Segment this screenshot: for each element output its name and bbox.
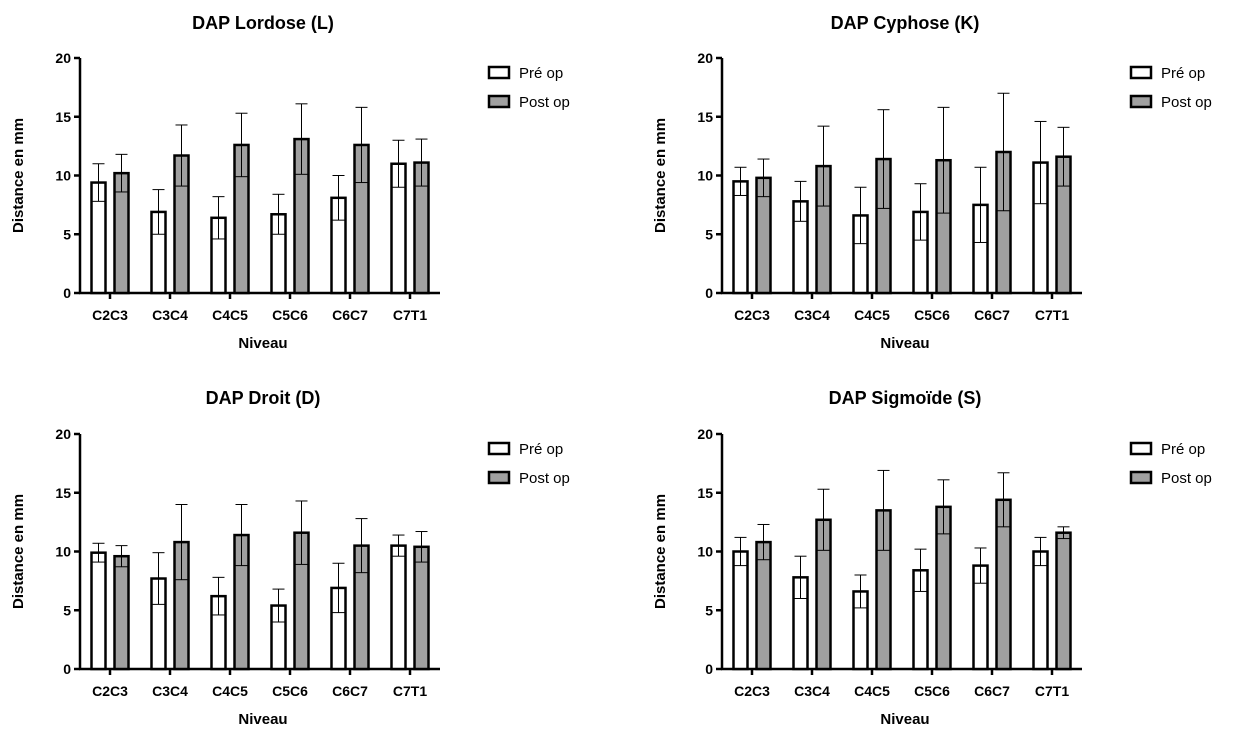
x-tick-label: C7T1 — [1035, 307, 1069, 323]
legend: Pré op Post op — [487, 441, 570, 487]
x-tick-label: C3C4 — [152, 683, 188, 699]
chart-title: DAP Sigmoïde (S) — [829, 388, 982, 408]
x-tick-label: C2C3 — [92, 683, 128, 699]
bar-post-op — [1055, 531, 1072, 671]
y-axis-label: Distance en mm — [10, 494, 27, 609]
legend-swatch-pre-op — [1129, 441, 1153, 456]
y-tick-label: 10 — [697, 544, 713, 560]
y-axis-label: Distance en mm — [652, 494, 669, 609]
bar-post-op — [413, 545, 430, 671]
y-tick-label: 15 — [55, 109, 71, 125]
y-tick-label: 20 — [55, 50, 71, 66]
legend: Pré op Post op — [1129, 441, 1212, 487]
legend-label: Pré op — [519, 441, 563, 458]
y-tick-label: 10 — [697, 168, 713, 184]
x-tick-label: C6C7 — [974, 307, 1010, 323]
y-tick-label: 20 — [697, 426, 713, 442]
legend-swatch-post-op — [487, 94, 511, 109]
x-axis-label: Niveau — [238, 711, 287, 728]
y-axis-label: Distance en mm — [652, 118, 669, 233]
bar-pre-op — [732, 550, 749, 671]
y-tick-label: 10 — [55, 544, 71, 560]
x-axis-label: Niveau — [880, 335, 929, 352]
y-tick-label: 20 — [697, 50, 713, 66]
bar-pre-op — [732, 180, 749, 295]
legend-swatch-post-op — [487, 470, 511, 485]
x-tick-label: C7T1 — [1035, 683, 1069, 699]
x-axis-label: Niveau — [238, 335, 287, 352]
y-tick-label: 15 — [697, 109, 713, 125]
y-tick-label: 15 — [697, 485, 713, 501]
legend-swatch-pre-op — [1129, 65, 1153, 80]
y-tick-label: 5 — [63, 226, 71, 242]
y-tick-label: 0 — [705, 285, 713, 301]
x-tick-label: C5C6 — [272, 307, 308, 323]
bar-pre-op — [390, 544, 407, 671]
x-tick-label: C6C7 — [332, 683, 368, 699]
x-tick-label: C6C7 — [974, 683, 1010, 699]
x-tick-label: C4C5 — [854, 683, 890, 699]
x-tick-label: C4C5 — [854, 307, 890, 323]
legend-swatch-post-op — [1129, 470, 1153, 485]
x-tick-label: C7T1 — [393, 307, 427, 323]
y-axis-label: Distance en mm — [10, 118, 27, 233]
legend: Pré op Post op — [487, 65, 570, 111]
y-tick-label: 10 — [55, 168, 71, 184]
y-tick-label: 5 — [63, 602, 71, 618]
x-tick-label: C4C5 — [212, 683, 248, 699]
x-tick-label: C2C3 — [734, 683, 770, 699]
x-tick-label: C7T1 — [393, 683, 427, 699]
chart-title: DAP Cyphose (K) — [831, 13, 980, 33]
x-tick-label: C6C7 — [332, 307, 368, 323]
y-tick-label: 20 — [55, 426, 71, 442]
x-tick-label: C3C4 — [794, 307, 830, 323]
legend-label: Post op — [519, 94, 570, 111]
x-tick-label: C3C4 — [152, 307, 188, 323]
legend-swatch-pre-op — [487, 441, 511, 456]
chart-panel-4: DAP Sigmoïde (S) Distance en mm Niveau 0 5 10… — [652, 388, 1212, 728]
x-tick-label: C2C3 — [92, 307, 128, 323]
legend: Pré op Post op — [1129, 65, 1212, 111]
y-tick-label: 0 — [63, 285, 71, 301]
legend-label: Pré op — [519, 65, 563, 82]
bar-pre-op — [90, 551, 107, 671]
bar-post-op — [113, 554, 130, 671]
chart-panel-3: DAP Droit (D) Distance en mm Niveau 0 5 10 15 2… — [10, 388, 570, 728]
bar-pre-op — [1032, 550, 1049, 671]
legend-label: Pré op — [1161, 65, 1205, 82]
x-axis-label: Niveau — [880, 711, 929, 728]
x-tick-label: C3C4 — [794, 683, 830, 699]
x-tick-label: C4C5 — [212, 307, 248, 323]
y-tick-label: 5 — [705, 602, 713, 618]
y-tick-label: 5 — [705, 226, 713, 242]
y-tick-label: 0 — [63, 661, 71, 677]
legend-swatch-post-op — [1129, 94, 1153, 109]
legend-label: Post op — [1161, 94, 1212, 111]
legend-label: Post op — [519, 470, 570, 487]
legend-swatch-pre-op — [487, 65, 511, 80]
x-tick-label: C5C6 — [914, 683, 950, 699]
bar-post-op — [755, 540, 772, 671]
x-tick-label: C5C6 — [914, 307, 950, 323]
x-tick-label: C5C6 — [272, 683, 308, 699]
chart-title: DAP Lordose (L) — [192, 13, 334, 33]
chart-panel-2: DAP Cyphose (K) Distance en mm Niveau 0 5 10 1… — [652, 13, 1212, 352]
chart-panel-1: DAP Lordose (L) Distance en mm Niveau 0 5 10 1… — [10, 13, 570, 352]
legend-label: Post op — [1161, 470, 1212, 487]
y-tick-label: 15 — [55, 485, 71, 501]
y-tick-label: 0 — [705, 661, 713, 677]
chart-title: DAP Droit (D) — [206, 388, 321, 408]
x-tick-label: C2C3 — [734, 307, 770, 323]
legend-label: Pré op — [1161, 441, 1205, 458]
